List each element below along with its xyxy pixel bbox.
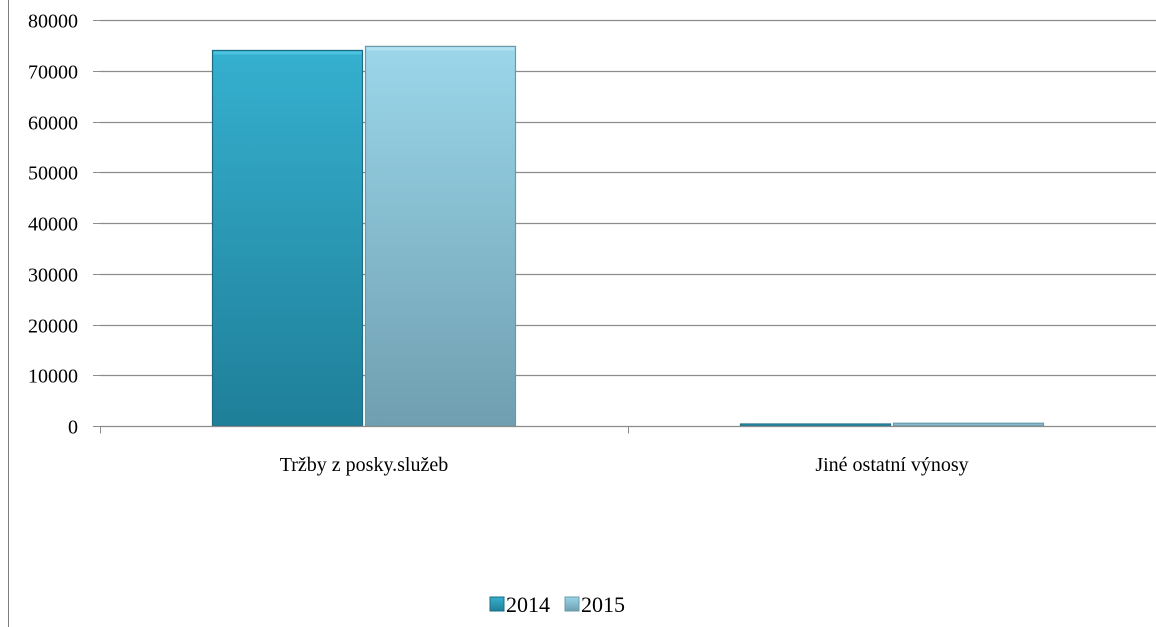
y-tick-label: 40000 [28, 214, 78, 236]
axes [100, 425, 1156, 434]
legend-label-2015: 2015 [581, 592, 625, 617]
bar-2014-1 [739, 423, 892, 427]
bar-highlight [213, 51, 362, 55]
x-category-label: Jiné ostatní výnosy [815, 454, 968, 476]
legend-swatch-2014 [489, 596, 505, 612]
y-tick-label: 60000 [28, 113, 78, 135]
bar-highlight [366, 47, 515, 51]
y-tick-label: 0 [68, 417, 78, 439]
y-tick-label: 20000 [28, 316, 78, 338]
y-tick-label: 70000 [28, 62, 78, 84]
bar-2014-0 [211, 49, 364, 427]
bar-2015-1 [892, 422, 1045, 427]
bar-2015-0 [364, 45, 517, 427]
legend: 2014 2015 [489, 592, 625, 617]
x-category-label: Tržby z posky.služeb [280, 454, 449, 476]
category-labels: Tržby z posky.služeb Jiné ostatní výnosy [280, 454, 969, 476]
legend-swatch-2015 [564, 596, 580, 612]
y-tick-label: 50000 [28, 163, 78, 185]
y-tick-label: 80000 [28, 11, 78, 33]
y-tick-label: 10000 [28, 366, 78, 388]
y-axis-ticks: 0 10000 20000 30000 40000 50000 60000 70000 8000… [28, 11, 100, 439]
bars [211, 45, 1045, 427]
legend-label-2014: 2014 [506, 592, 550, 617]
y-tick-label: 30000 [28, 265, 78, 287]
